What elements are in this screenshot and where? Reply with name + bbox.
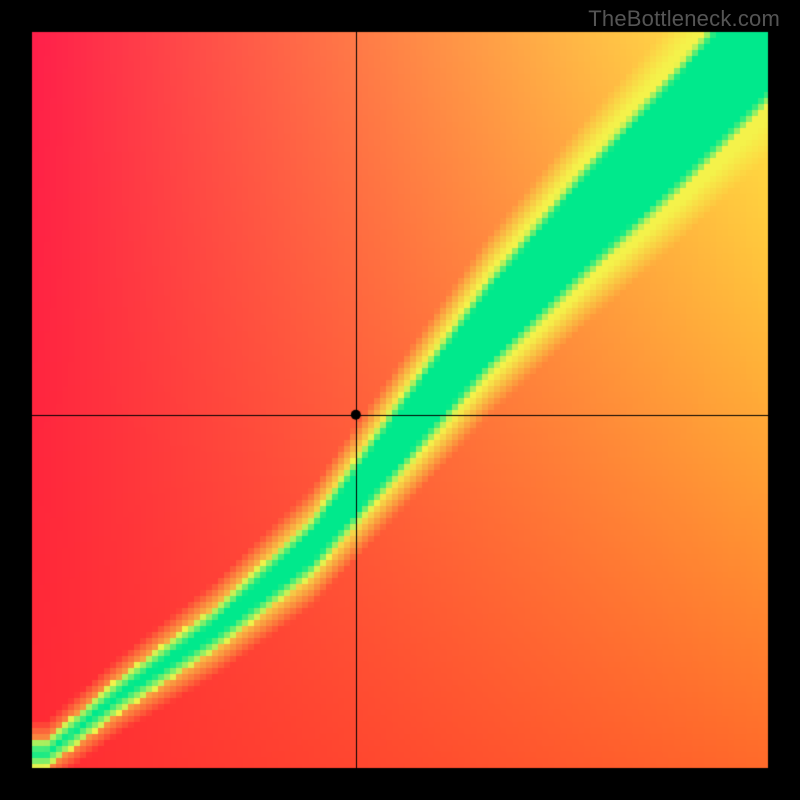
heatmap-canvas bbox=[0, 0, 800, 800]
chart-container: TheBottleneck.com bbox=[0, 0, 800, 800]
watermark-text: TheBottleneck.com bbox=[588, 6, 780, 32]
